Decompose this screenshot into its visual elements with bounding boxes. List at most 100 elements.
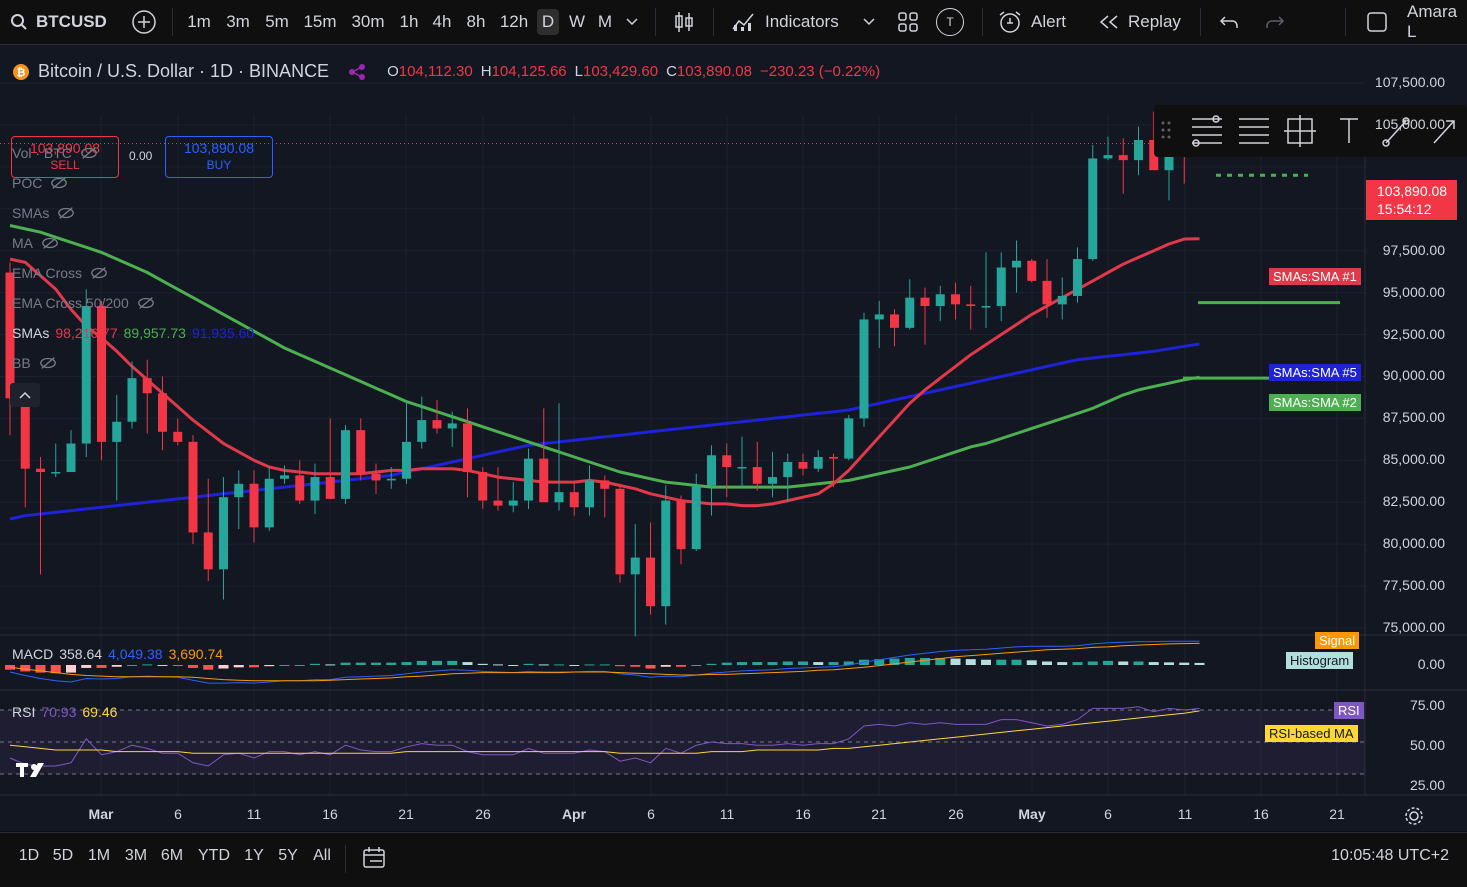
indicator-name: POC bbox=[12, 175, 43, 191]
rsi-pane bbox=[0, 706, 1365, 775]
candle-body bbox=[783, 461, 793, 478]
current-price-tag: 103,890.08 15:54:12 bbox=[1366, 180, 1457, 220]
macd-histogram-bar bbox=[935, 657, 946, 665]
indicator-ma[interactable]: MA bbox=[12, 235, 59, 251]
bottom-toolbar: 1D 5D 1M 3M 6M YTD 1Y 5Y All 10:05:48 UTC+2 bbox=[0, 832, 1467, 887]
timeframe-5m[interactable]: 5m bbox=[265, 12, 289, 31]
eye-crossed-icon[interactable] bbox=[80, 146, 98, 160]
indicator-name: Vol · BTC bbox=[12, 145, 72, 161]
macd-histogram-bar bbox=[508, 665, 519, 666]
macd-histogram-bar bbox=[203, 665, 214, 670]
indicator-poc[interactable]: POC bbox=[12, 175, 68, 191]
redo-button[interactable] bbox=[1265, 0, 1285, 44]
macd-histogram-bar bbox=[1194, 662, 1205, 665]
range-all[interactable]: All bbox=[313, 847, 331, 864]
range-5d[interactable]: 5D bbox=[52, 847, 74, 864]
eye-crossed-icon[interactable] bbox=[137, 296, 155, 310]
timeframe-12h[interactable]: 12h bbox=[499, 12, 529, 31]
compare-symbol-button[interactable] bbox=[131, 0, 157, 44]
chart-canvas[interactable] bbox=[0, 45, 1467, 831]
eye-crossed-icon[interactable] bbox=[39, 356, 57, 370]
collapse-legend-button[interactable] bbox=[10, 383, 40, 407]
plus-circle-icon bbox=[132, 10, 156, 34]
timeframe-30m[interactable]: 30m bbox=[351, 12, 385, 31]
macd-legend[interactable]: MACD 358.64 4,049.38 3,690.74 bbox=[12, 646, 223, 662]
indicator-smas-values[interactable]: SMAs 98,216.77 89,957.73 91,935.60 bbox=[12, 325, 254, 341]
price-axis-label: 80,000.00 bbox=[1382, 535, 1445, 552]
drag-handle-icon bbox=[1161, 121, 1171, 139]
template-button[interactable]: T bbox=[936, 0, 964, 44]
rsi-name: RSI bbox=[12, 704, 36, 720]
indicator-ema-cross-50-200[interactable]: EMA Cross 50/200 bbox=[12, 295, 155, 311]
range-ytd[interactable]: YTD bbox=[198, 847, 230, 864]
sma2-value: 89,957.73 bbox=[123, 325, 186, 341]
chart-pane[interactable]: ₿ Bitcoin / U.S. Dollar · 1D · BINANCE O… bbox=[0, 45, 1467, 831]
range-5y[interactable]: 5Y bbox=[278, 847, 298, 864]
indicator-bb[interactable]: BB bbox=[12, 355, 57, 371]
macd-histogram-tag: Histogram bbox=[1286, 652, 1354, 669]
symbol-search[interactable]: BTCUSD bbox=[10, 0, 107, 44]
chart-type-button[interactable] bbox=[673, 0, 695, 44]
eye-crossed-icon[interactable] bbox=[50, 176, 68, 190]
layouts-button[interactable] bbox=[897, 0, 919, 44]
candle-body bbox=[417, 420, 427, 442]
alert-button[interactable]: Alert bbox=[997, 0, 1066, 44]
candle-body bbox=[295, 475, 305, 501]
timeframe-M[interactable]: M bbox=[597, 12, 613, 31]
rsi-ma-line bbox=[9, 710, 1200, 754]
timeframe-1m[interactable]: 1m bbox=[187, 12, 211, 31]
macd-histogram-bar bbox=[889, 658, 900, 665]
chart-settings-button[interactable] bbox=[1404, 806, 1424, 831]
macd-histogram-bar bbox=[1026, 660, 1037, 665]
candle-body bbox=[280, 475, 289, 479]
range-1d[interactable]: 1D bbox=[18, 847, 40, 864]
symbol-legend: ₿ Bitcoin / U.S. Dollar · 1D · BINANCE O… bbox=[12, 61, 880, 82]
indicators-label: Indicators bbox=[765, 12, 839, 31]
candle-body bbox=[981, 306, 991, 308]
macd-histogram-bar bbox=[96, 665, 107, 668]
fullscreen-button[interactable] bbox=[1366, 0, 1388, 44]
timeframe-3m[interactable]: 3m bbox=[226, 12, 250, 31]
indicator-name: MA bbox=[12, 235, 33, 251]
candle-body bbox=[97, 306, 106, 442]
undo-button[interactable] bbox=[1219, 0, 1239, 44]
high-value: 104,125.66 bbox=[491, 63, 567, 80]
eye-crossed-icon[interactable] bbox=[41, 236, 59, 250]
indicator-name: SMAs bbox=[12, 205, 50, 221]
date-axis-label: 6 bbox=[1104, 806, 1112, 822]
candle-body bbox=[569, 492, 579, 508]
range-1y[interactable]: 1Y bbox=[244, 847, 264, 864]
indicators-dropdown[interactable] bbox=[862, 0, 876, 44]
timeframe-1h[interactable]: 1h bbox=[399, 12, 419, 31]
eye-crossed-icon[interactable] bbox=[90, 266, 108, 280]
separator bbox=[713, 8, 714, 36]
replay-button[interactable]: Replay bbox=[1098, 0, 1181, 44]
timeframe-D[interactable]: D bbox=[537, 9, 559, 35]
range-3m[interactable]: 3M bbox=[124, 847, 148, 864]
range-1m[interactable]: 1M bbox=[87, 847, 111, 864]
macd-histogram-bar bbox=[325, 664, 336, 666]
buy-button[interactable]: 103,890.08 BUY bbox=[165, 136, 273, 178]
macd-histogram-bar bbox=[782, 661, 793, 665]
eye-crossed-icon[interactable] bbox=[57, 206, 75, 220]
indicator-ema-cross[interactable]: EMA Cross bbox=[12, 265, 108, 281]
rsi-legend[interactable]: RSI 70.93 69.46 bbox=[12, 704, 117, 720]
timeframe-W[interactable]: W bbox=[568, 12, 586, 31]
candle-body bbox=[234, 483, 244, 498]
timeframe-8h[interactable]: 8h bbox=[466, 12, 486, 31]
share-icon[interactable] bbox=[347, 63, 367, 81]
indicator-smas-hidden[interactable]: SMAs bbox=[12, 205, 75, 221]
macd-histogram-bar bbox=[813, 662, 824, 665]
user-menu[interactable]: Amara L bbox=[1407, 0, 1467, 44]
indicator-name: EMA Cross bbox=[12, 265, 83, 281]
indicators-button[interactable]: Indicators bbox=[731, 0, 839, 44]
macd-histogram-bar bbox=[218, 665, 229, 669]
timeframe-15m[interactable]: 15m bbox=[303, 12, 337, 31]
clock[interactable]: 10:05:48 UTC+2 bbox=[1331, 847, 1449, 864]
timeframe-4h[interactable]: 4h bbox=[432, 12, 452, 31]
indicator-vol[interactable]: Vol · BTC bbox=[12, 145, 98, 161]
macd-histogram-bar bbox=[1072, 662, 1083, 665]
timeframe-dropdown[interactable] bbox=[625, 0, 639, 44]
range-6m[interactable]: 6M bbox=[160, 847, 184, 864]
go-to-date-button[interactable] bbox=[362, 846, 388, 875]
